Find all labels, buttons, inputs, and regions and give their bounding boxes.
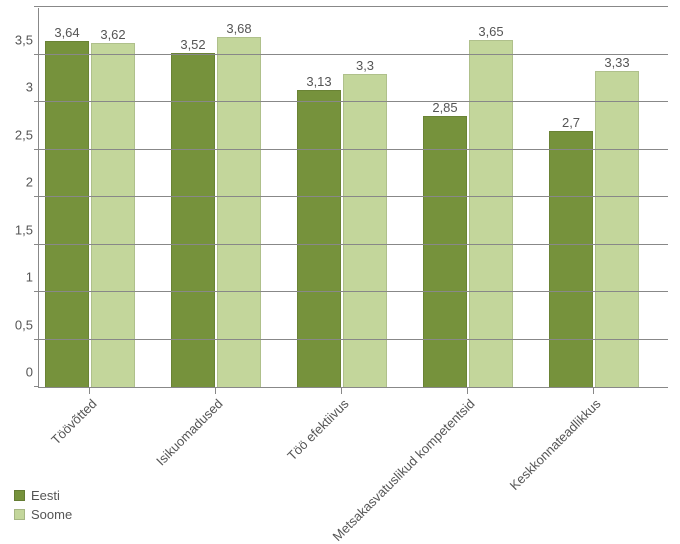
bar-group: 3,643,62 — [45, 8, 135, 387]
gridline — [39, 339, 668, 340]
x-tick — [341, 388, 342, 394]
bar: 3,68 — [217, 37, 261, 387]
x-tick — [593, 388, 594, 394]
y-tick — [34, 291, 39, 292]
data-label: 3,65 — [478, 24, 503, 41]
bar-chart: 3,643,623,523,683,133,32,853,652,73,33 0… — [0, 0, 680, 537]
y-tick — [34, 149, 39, 150]
gridline — [39, 196, 668, 197]
y-tick-label: 1 — [26, 270, 39, 285]
legend: Eesti Soome — [14, 488, 72, 526]
x-label: Metsakasvatuslikud kompetentsid — [330, 396, 478, 544]
legend-label-soome: Soome — [31, 507, 72, 522]
data-label: 2,85 — [432, 100, 457, 117]
bar: 3,13 — [297, 90, 341, 387]
data-label: 3,3 — [356, 58, 374, 75]
x-tick — [467, 388, 468, 394]
y-tick-label: 3 — [26, 80, 39, 95]
y-tick-label: 2,5 — [15, 127, 39, 142]
data-label: 2,7 — [562, 115, 580, 132]
gridline — [39, 149, 668, 150]
x-axis-labels: TöövõttedIsikuomadusedTöö efektiivusMets… — [38, 388, 668, 488]
bar: 3,64 — [45, 41, 89, 387]
gridline — [39, 291, 668, 292]
data-label: 3,33 — [604, 55, 629, 72]
bar: 3,52 — [171, 53, 215, 387]
bar: 3,33 — [595, 71, 639, 387]
y-tick — [34, 386, 39, 387]
y-tick-label: 0 — [26, 365, 39, 380]
legend-swatch-soome — [14, 509, 25, 520]
y-tick — [34, 6, 39, 7]
x-tick — [215, 388, 216, 394]
gridline — [39, 244, 668, 245]
y-tick — [34, 339, 39, 340]
bar: 2,7 — [549, 131, 593, 388]
x-label: Töö efektiivus — [284, 396, 351, 463]
bar: 3,3 — [343, 74, 387, 388]
data-label: 3,52 — [180, 37, 205, 54]
legend-item-eesti: Eesti — [14, 488, 72, 503]
y-tick-label: 3,5 — [15, 32, 39, 47]
y-tick-label: 1,5 — [15, 222, 39, 237]
bars-layer: 3,643,623,523,683,133,32,853,652,73,33 — [39, 8, 668, 387]
bar-group: 2,853,65 — [423, 8, 513, 387]
bar-group: 2,73,33 — [549, 8, 639, 387]
legend-item-soome: Soome — [14, 507, 72, 522]
y-tick — [34, 54, 39, 55]
bar-group: 3,133,3 — [297, 8, 387, 387]
plot-area: 3,643,623,523,683,133,32,853,652,73,33 0… — [38, 8, 668, 388]
bar: 3,62 — [91, 43, 135, 387]
legend-label-eesti: Eesti — [31, 488, 60, 503]
data-label: 3,64 — [54, 25, 79, 42]
gridline — [39, 6, 668, 7]
bar-group: 3,523,68 — [171, 8, 261, 387]
y-tick-label: 2 — [26, 175, 39, 190]
y-tick-label: 0,5 — [15, 317, 39, 332]
x-label: Töövõtted — [48, 396, 99, 447]
bar: 2,85 — [423, 116, 467, 387]
x-label: Isikuomadused — [153, 396, 225, 468]
x-tick — [89, 388, 90, 394]
x-label: Keskkonnateadlikkus — [507, 396, 604, 493]
bar: 3,65 — [469, 40, 513, 387]
data-label: 3,68 — [226, 21, 251, 38]
y-tick — [34, 196, 39, 197]
y-tick — [34, 101, 39, 102]
y-tick — [34, 244, 39, 245]
data-label: 3,62 — [100, 27, 125, 44]
gridline — [39, 54, 668, 55]
gridline — [39, 101, 668, 102]
legend-swatch-eesti — [14, 490, 25, 501]
data-label: 3,13 — [306, 74, 331, 91]
